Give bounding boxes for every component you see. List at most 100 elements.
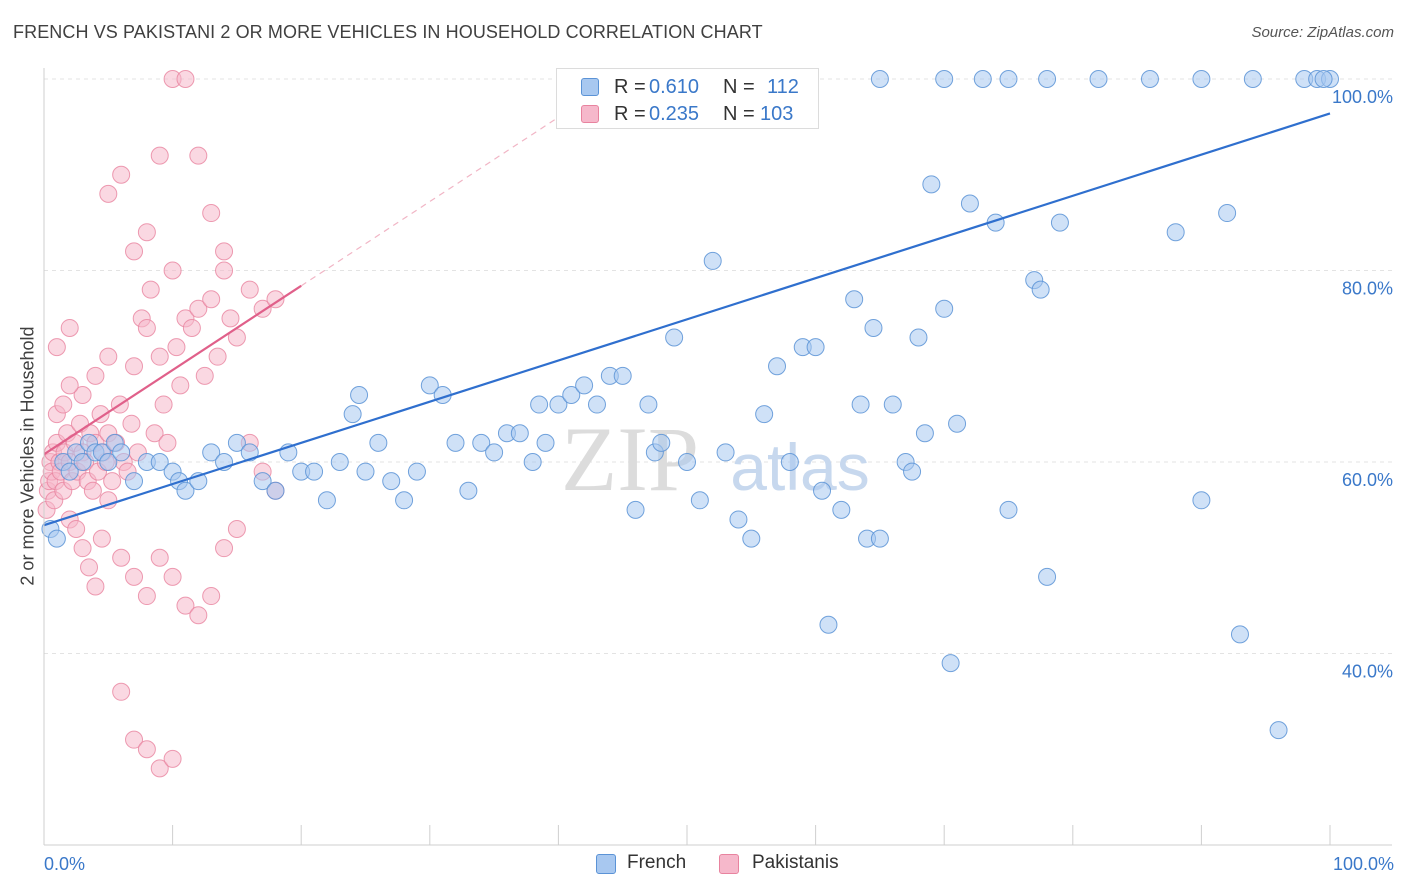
- french-point: [1140, 70, 1159, 88]
- pakistanis-point: [112, 682, 131, 701]
- pakistanis-point: [125, 357, 144, 376]
- french-point: [832, 500, 851, 519]
- pakistanis-point: [215, 539, 234, 558]
- pakistanis-point: [202, 204, 221, 223]
- french-point: [202, 443, 221, 462]
- french-point: [813, 481, 832, 500]
- pakistanis-point: [202, 587, 221, 606]
- french-point: [755, 405, 774, 424]
- french-trendline: [43, 112, 1331, 527]
- pakistanis-legend-label: Pakistanis: [752, 852, 839, 873]
- y-tick-labels: 40.0% 60.0% 80.0% 100.0%: [1332, 87, 1393, 682]
- french-point: [420, 376, 439, 395]
- pakistanis-point: [202, 290, 221, 309]
- source-label: Source: ZipAtlas.com: [1251, 24, 1394, 41]
- french-point: [125, 472, 144, 491]
- french-legend-swatch: [596, 854, 616, 874]
- french-point: [1038, 70, 1057, 88]
- french-point: [690, 491, 709, 510]
- french-point: [73, 453, 92, 471]
- pakistanis-point: [80, 558, 99, 577]
- pakistanis-point: [99, 347, 118, 366]
- french-point: [1243, 70, 1262, 88]
- chart-title: FRENCH VS PAKISTANI 2 OR MORE VEHICLES I…: [13, 22, 763, 42]
- gridlines: [44, 78, 1392, 654]
- pakistanis-point: [67, 520, 86, 539]
- french-point: [652, 433, 671, 452]
- trendlines: [43, 112, 1331, 527]
- pakistanis-point: [137, 318, 156, 337]
- french-point: [112, 443, 131, 462]
- french-point: [716, 443, 735, 462]
- french-point: [1192, 70, 1211, 88]
- x-axis-ticks: [172, 825, 1331, 845]
- french-point: [530, 395, 549, 414]
- french-point: [915, 424, 934, 443]
- french-point: [1192, 491, 1211, 510]
- pakistanis-trendline-extension: [300, 116, 559, 287]
- pakistanis-point: [103, 472, 122, 491]
- pakistanis-point: [167, 338, 186, 357]
- french-point: [1166, 223, 1185, 242]
- pakistanis-point: [171, 376, 190, 395]
- french-point: [845, 290, 864, 309]
- pakistanis-point: [137, 740, 156, 759]
- r-value-french: 0.610: [649, 76, 700, 98]
- french-points: [41, 70, 1339, 740]
- french-point: [883, 395, 902, 414]
- french-point: [909, 328, 928, 347]
- pakistanis-point: [150, 347, 169, 366]
- french-point: [903, 462, 922, 481]
- pakistanis-point: [158, 433, 177, 452]
- y-tick-label-40: 40.0%: [1342, 662, 1393, 682]
- french-point: [999, 70, 1018, 88]
- french-point: [941, 654, 960, 673]
- pakistanis-point: [54, 395, 73, 414]
- pakistanis-point: [99, 184, 118, 203]
- french-point: [350, 385, 369, 404]
- french-point: [330, 453, 349, 471]
- french-swatch: [581, 78, 599, 96]
- french-point: [523, 453, 542, 471]
- french-point: [703, 251, 722, 270]
- y-tick-label-80: 80.0%: [1342, 279, 1393, 299]
- pakistanis-point: [145, 424, 164, 443]
- n-label: N =: [723, 76, 755, 98]
- french-point: [176, 481, 195, 500]
- french-point: [935, 299, 954, 318]
- x-tick-label-0: 0.0%: [44, 854, 85, 874]
- pakistanis-point: [60, 376, 79, 395]
- pakistanis-point: [154, 395, 173, 414]
- pakistanis-point: [189, 299, 208, 318]
- pakistanis-point: [176, 596, 195, 615]
- x-tick-label-100: 100.0%: [1333, 854, 1394, 874]
- pakistanis-point: [163, 749, 182, 768]
- pakistanis-point: [73, 385, 92, 404]
- french-point: [1314, 70, 1333, 88]
- pakistanis-point: [92, 529, 111, 548]
- pakistanis-point: [112, 165, 131, 184]
- pakistanis-point: [83, 481, 102, 500]
- french-point: [1050, 213, 1069, 232]
- n-label: N =: [723, 103, 755, 125]
- pakistanis-point: [112, 548, 131, 567]
- french-point: [864, 318, 883, 337]
- french-point: [806, 338, 825, 357]
- watermark: ZIP atlas: [561, 408, 870, 510]
- french-point: [870, 70, 889, 88]
- y-tick-label-100: 100.0%: [1332, 87, 1393, 107]
- french-point: [768, 357, 787, 376]
- french-point: [253, 472, 272, 491]
- y-axis-label: 2 or more Vehicles in Household: [17, 326, 38, 586]
- pakistanis-point: [99, 491, 118, 510]
- stats-legend: R = 0.610 N = 112 R = 0.235 N = 103: [556, 68, 819, 129]
- pakistanis-point: [227, 520, 246, 539]
- pakistanis-point: [125, 730, 144, 749]
- french-point: [870, 529, 889, 548]
- french-point: [395, 491, 414, 510]
- french-point: [266, 481, 285, 500]
- pakistanis-point: [182, 318, 201, 337]
- french-point: [150, 453, 169, 471]
- pakistanis-point: [137, 223, 156, 242]
